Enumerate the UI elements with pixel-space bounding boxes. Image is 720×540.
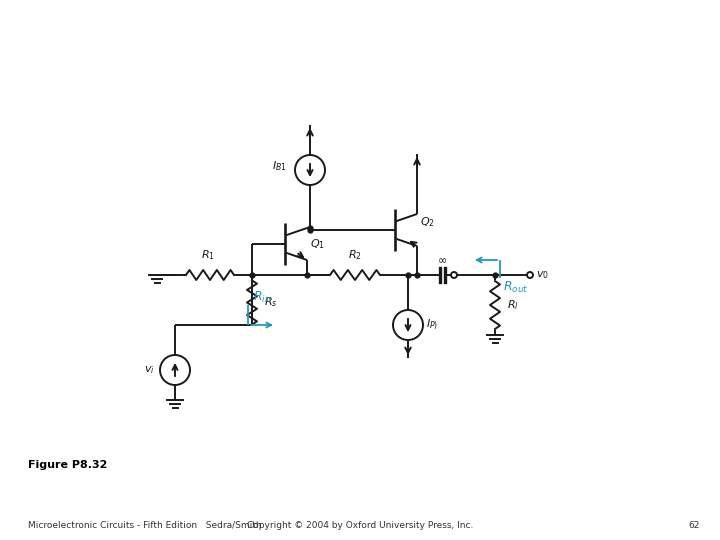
Text: $I_{B1}$: $I_{B1}$ [272, 159, 287, 173]
Text: Figure P8.32: Figure P8.32 [28, 460, 107, 470]
Text: $Q_2$: $Q_2$ [420, 215, 435, 229]
Text: Microelectronic Circuits - Fifth Edition   Sedra/Smith: Microelectronic Circuits - Fifth Edition… [28, 521, 261, 530]
Text: 62: 62 [688, 521, 700, 530]
Text: $R_{out}$: $R_{out}$ [503, 280, 528, 295]
Text: Copyright © 2004 by Oxford University Press, Inc.: Copyright © 2004 by Oxford University Pr… [247, 521, 473, 530]
Text: $R_2$: $R_2$ [348, 248, 362, 262]
Text: $R_{in}$: $R_{in}$ [253, 290, 271, 305]
Text: $R_1$: $R_1$ [201, 248, 215, 262]
Text: $\infty$: $\infty$ [437, 255, 447, 265]
Text: $R_s$: $R_s$ [264, 295, 278, 309]
Text: $v_0$: $v_0$ [536, 269, 549, 281]
Text: $R_l$: $R_l$ [507, 298, 519, 312]
Text: $v_i$: $v_i$ [144, 364, 155, 376]
Text: $I_{P)}$: $I_{P)}$ [426, 318, 438, 332]
Text: $Q_1$: $Q_1$ [310, 237, 325, 251]
